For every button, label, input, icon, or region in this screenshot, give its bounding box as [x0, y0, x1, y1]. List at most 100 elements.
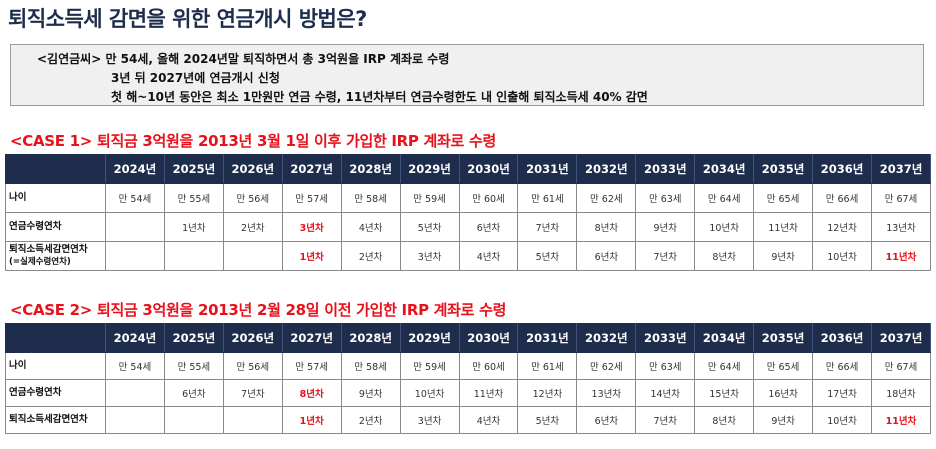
table-cell: 11년차: [458, 379, 519, 407]
table-cell: 1년차: [281, 406, 342, 434]
row-label: 퇴직소득세감면연차: [5, 406, 106, 434]
table-row: 퇴직소득세감면연차 (=실제수령연차) 1년차 2년차 3년차 4년차 5년차 6년차 7년차 8…: [5, 241, 932, 271]
table-cell: 18년차: [870, 379, 932, 407]
table-cell: 만 57세: [281, 183, 342, 213]
table-row: 연금수령연차 1년차 2년차 3년차 4년차 5년차 6년차 7년차 8년차 9년차 10년차 11년…: [5, 212, 932, 242]
table-cell: 만 56세: [222, 183, 283, 213]
table-cell: 만 55세: [163, 183, 224, 213]
table-cell: [105, 212, 165, 242]
year-header: 2035년: [753, 323, 814, 353]
table-cell: 7년차: [517, 212, 578, 242]
table-cell: [222, 406, 283, 434]
table-cell: 6년차: [576, 406, 637, 434]
year-header: 2027년: [281, 154, 342, 184]
year-header: 2037년: [870, 154, 932, 184]
table-cell: 만 65세: [753, 183, 814, 213]
year-header: 2031년: [517, 154, 578, 184]
year-header: 2036년: [812, 323, 872, 353]
case1-table: 2024년 2025년 2026년 2027년 2028년 2029년 2030년 2031년…: [5, 154, 932, 271]
table-cell: 4년차: [458, 241, 519, 271]
row-label: 연금수령연차: [5, 212, 106, 242]
year-header: 2025년: [163, 323, 224, 353]
row-label: 퇴직소득세감면연차 (=실제수령연차): [5, 241, 106, 271]
table-row: 연금수령연차 6년차 7년차 8년차 9년차 10년차 11년차 12년차 13년차 14년차 15…: [5, 379, 932, 407]
table-cell: 만 58세: [340, 352, 401, 380]
table-cell: 6년차: [163, 379, 224, 407]
table-cell: 7년차: [635, 406, 696, 434]
year-header: 2026년: [222, 154, 283, 184]
table-cell: 만 61세: [517, 352, 578, 380]
year-header: 2033년: [635, 323, 696, 353]
table-cell: 만 55세: [163, 352, 224, 380]
table-cell: 7년차: [635, 241, 696, 271]
table-cell: 9년차: [340, 379, 401, 407]
table-cell: 1년차: [163, 212, 224, 242]
year-header: 2025년: [163, 154, 224, 184]
table-cell: 만 54세: [105, 352, 165, 380]
table-cell: 만 64세: [694, 352, 755, 380]
table-cell: 만 60세: [458, 352, 519, 380]
table-header-row: 2024년 2025년 2026년 2027년 2028년 2029년 2030년 2031년…: [5, 323, 932, 353]
year-header: 2028년: [340, 154, 401, 184]
table-cell: 12년차: [812, 212, 872, 242]
case2-table: 2024년 2025년 2026년 2027년 2028년 2029년 2030년 2031년…: [5, 323, 932, 434]
table-cell: 3년차: [281, 212, 342, 242]
year-header: 2026년: [222, 323, 283, 353]
table-cell: 10년차: [812, 406, 872, 434]
year-header: 2029년: [399, 323, 460, 353]
table-cell: 만 54세: [105, 183, 165, 213]
table-cell: 9년차: [753, 406, 814, 434]
table-header-row: 2024년 2025년 2026년 2027년 2028년 2029년 2030년 2031년…: [5, 154, 932, 184]
table-cell: 만 63세: [635, 352, 696, 380]
scenario-line-3: 첫 해~10년 동안은 최소 1만원만 연금 수령, 11년차부터 연금수령한도…: [111, 90, 648, 104]
table-cell: 만 56세: [222, 352, 283, 380]
scenario-box: <김연금씨> 만 54세, 올해 2024년말 퇴직하면서 총 3억원을 IRP…: [10, 44, 924, 106]
table-cell: 만 59세: [399, 183, 460, 213]
year-header: 2034년: [694, 323, 755, 353]
table-row: 나이 만 54세 만 55세 만 56세 만 57세 만 58세 만 59세 만 60세 만 6…: [5, 352, 932, 380]
year-header: 2034년: [694, 154, 755, 184]
row-label-text: 연금수령연차: [9, 387, 62, 398]
table-cell: 4년차: [458, 406, 519, 434]
table-cell: 16년차: [753, 379, 814, 407]
table-cell: 10년차: [399, 379, 460, 407]
table-cell: [105, 406, 165, 434]
table-cell: [105, 379, 165, 407]
table-cell: [105, 241, 165, 271]
year-header: 2029년: [399, 154, 460, 184]
table-cell: 11년차: [753, 212, 814, 242]
table-cell: 17년차: [812, 379, 872, 407]
table-cell: 1년차: [281, 241, 342, 271]
table-cell: 만 67세: [870, 352, 932, 380]
table-cell: 6년차: [458, 212, 519, 242]
year-header: 2036년: [812, 154, 872, 184]
table-cell: 7년차: [222, 379, 283, 407]
table-cell: 5년차: [399, 212, 460, 242]
row-sublabel: (=실제수령연차): [9, 257, 71, 267]
header-blank-cell: [5, 323, 106, 353]
table-cell: 만 60세: [458, 183, 519, 213]
table-cell: [163, 406, 224, 434]
table-cell: 9년차: [753, 241, 814, 271]
scenario-line-1: <김연금씨> 만 54세, 올해 2024년말 퇴직하면서 총 3억원을 IRP…: [37, 52, 450, 66]
scenario-line-2: 3년 뒤 2027년에 연금개시 신청: [111, 71, 280, 85]
row-label: 나이: [5, 183, 106, 213]
table-cell: 13년차: [870, 212, 932, 242]
table-cell: 만 58세: [340, 183, 401, 213]
table-cell: 14년차: [635, 379, 696, 407]
year-header: 2037년: [870, 323, 932, 353]
table-cell: 8년차: [281, 379, 342, 407]
year-header: 2028년: [340, 323, 401, 353]
table-cell: 만 61세: [517, 183, 578, 213]
table-cell: 만 64세: [694, 183, 755, 213]
table-cell: 15년차: [694, 379, 755, 407]
case1-title: <CASE 1> 퇴직금 3억원을 2013년 3월 1일 이후 가입한 IRP…: [10, 132, 496, 150]
year-header: 2024년: [105, 323, 165, 353]
table-row: 나이 만 54세 만 55세 만 56세 만 57세 만 58세 만 59세 만 60세 만 6…: [5, 183, 932, 213]
table-cell: 6년차: [576, 241, 637, 271]
row-label: 나이: [5, 352, 106, 380]
year-header: 2032년: [576, 154, 637, 184]
row-label-text: 나이: [9, 192, 27, 203]
table-cell: [222, 241, 283, 271]
table-cell: 만 66세: [812, 352, 872, 380]
